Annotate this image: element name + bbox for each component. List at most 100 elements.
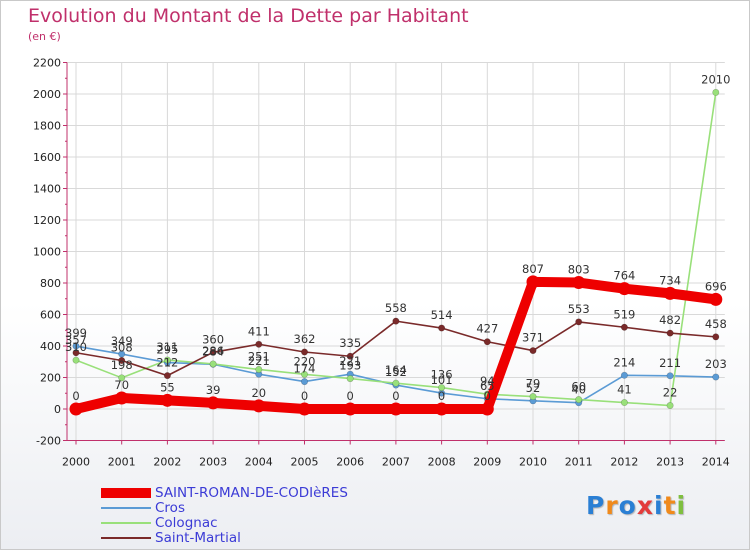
data-label-colognac: 41 bbox=[617, 383, 632, 397]
x-tick-label: 2014 bbox=[702, 456, 730, 469]
data-label-cros: 152 bbox=[385, 365, 407, 379]
data-label-cros: 295 bbox=[156, 343, 178, 357]
data-label-saint-martial: 308 bbox=[111, 340, 133, 354]
x-tick-labels: 2000 2001 2002 2003 2004 2005 2006 2007 2008 2009… bbox=[62, 456, 730, 469]
y-tick-label: 800 bbox=[40, 277, 61, 290]
data-point-saint-roman-de-codi-res bbox=[206, 396, 220, 410]
data-label-saint-martial: 553 bbox=[568, 302, 590, 316]
data-point-cros bbox=[666, 372, 674, 380]
data-point-saint-roman-de-codi-res bbox=[69, 402, 83, 416]
logo-letter: o bbox=[618, 491, 637, 520]
logo-letter: i bbox=[676, 491, 687, 520]
y-tick-labels: -200 0 200 400 600 800 1000 1200 1400 1600 1800 200… bbox=[33, 57, 61, 448]
data-point-saint-roman-de-codi-res bbox=[343, 402, 357, 416]
y-tick-label: 2000 bbox=[33, 88, 61, 101]
series-lines bbox=[69, 88, 723, 416]
chart-title: Evolution du Montant de la Dette par Hab… bbox=[28, 5, 469, 27]
data-point-saint-roman-de-codi-res bbox=[480, 402, 494, 416]
data-label-saint-roman-de-codi-res: 55 bbox=[160, 380, 175, 394]
data-point-saint-martial bbox=[72, 349, 80, 357]
data-label-cros: 174 bbox=[294, 362, 316, 376]
data-label-saint-roman-de-codi-res: 0 bbox=[72, 389, 79, 403]
data-label-colognac: 198 bbox=[111, 358, 133, 372]
y-tick-label: 400 bbox=[40, 340, 61, 353]
data-label-saint-martial: 335 bbox=[339, 336, 361, 350]
data-label-saint-roman-de-codi-res: 0 bbox=[484, 389, 491, 403]
data-point-saint-roman-de-codi-res bbox=[572, 276, 586, 290]
data-point-saint-roman-de-codi-res bbox=[526, 275, 540, 289]
data-point-saint-martial bbox=[483, 338, 491, 346]
axes bbox=[63, 62, 725, 445]
data-label-colognac: 251 bbox=[248, 349, 270, 363]
x-tick-label: 2003 bbox=[199, 456, 227, 469]
data-label-cros: 52 bbox=[526, 381, 541, 395]
x-tick-label: 2000 bbox=[62, 456, 90, 469]
y-tick-label: 2200 bbox=[33, 57, 61, 70]
data-label-saint-martial: 362 bbox=[294, 332, 316, 346]
data-point-saint-roman-de-codi-res bbox=[389, 402, 403, 416]
data-point-colognac bbox=[392, 379, 400, 387]
data-point-colognac bbox=[300, 370, 308, 378]
data-label-saint-roman-de-codi-res: 39 bbox=[206, 383, 221, 397]
y-tick-label: 1200 bbox=[33, 214, 61, 227]
data-label-saint-martial: 514 bbox=[431, 308, 453, 322]
data-label-saint-martial: 482 bbox=[659, 313, 681, 327]
proxiti-logo: Proxiti bbox=[586, 491, 686, 520]
data-label-cros: 40 bbox=[571, 383, 586, 397]
data-point-colognac bbox=[255, 365, 263, 373]
x-tick-label: 2004 bbox=[245, 456, 273, 469]
data-point-saint-roman-de-codi-res bbox=[298, 402, 311, 416]
data-label-colognac: 220 bbox=[294, 354, 316, 368]
data-point-colognac bbox=[209, 360, 217, 368]
x-tick-label: 2009 bbox=[473, 456, 501, 469]
data-point-saint-martial bbox=[300, 348, 308, 356]
data-label-cros: 221 bbox=[248, 354, 270, 368]
data-point-cros bbox=[118, 350, 126, 358]
data-label-colognac: 60 bbox=[571, 380, 586, 394]
x-tick-label: 2007 bbox=[382, 456, 410, 469]
data-label-saint-martial: 360 bbox=[202, 332, 224, 346]
y-tick-label: 1400 bbox=[33, 183, 61, 196]
legend-label: Colognac bbox=[155, 515, 218, 531]
data-label-saint-martial: 458 bbox=[705, 317, 727, 331]
y-tick-label: 0 bbox=[54, 403, 61, 416]
data-label-saint-martial: 427 bbox=[476, 322, 498, 336]
logo-letter: x bbox=[636, 491, 654, 520]
y-tick-label: 1800 bbox=[33, 120, 61, 133]
y-axis-unit-label: (en €) bbox=[28, 30, 61, 43]
data-label-colognac: 286 bbox=[202, 344, 224, 358]
data-label-colognac: 2010 bbox=[701, 72, 730, 86]
data-point-colognac bbox=[118, 374, 126, 382]
data-point-colognac bbox=[666, 402, 674, 410]
data-label-saint-martial: 519 bbox=[613, 307, 635, 321]
data-point-saint-martial bbox=[346, 352, 354, 360]
data-label-colognac: 193 bbox=[339, 359, 361, 373]
data-point-saint-martial bbox=[666, 329, 674, 337]
x-tick-label: 2010 bbox=[519, 456, 547, 469]
data-label-cros: 221 bbox=[339, 354, 361, 368]
y-tick-label: 1000 bbox=[33, 246, 61, 259]
data-point-saint-roman-de-codi-res bbox=[115, 391, 129, 405]
data-point-saint-martial bbox=[255, 340, 263, 348]
data-label-saint-roman-de-codi-res: 0 bbox=[347, 389, 354, 403]
data-label-saint-roman-de-codi-res: 807 bbox=[522, 262, 544, 276]
data-point-saint-martial bbox=[529, 347, 537, 355]
y-tick-label: -200 bbox=[36, 435, 61, 448]
legend-label: SAINT-ROMAN-DE-CODIèRES bbox=[155, 485, 348, 501]
legend-label: Cros bbox=[155, 500, 185, 516]
data-point-saint-roman-de-codi-res bbox=[617, 282, 631, 296]
data-label-colognac: 310 bbox=[65, 340, 87, 354]
logo-letter: r bbox=[605, 491, 619, 520]
data-label-colognac: 22 bbox=[663, 386, 678, 400]
data-point-saint-roman-de-codi-res bbox=[435, 402, 449, 416]
data-point-colognac bbox=[712, 88, 720, 96]
data-label-saint-roman-de-codi-res: 0 bbox=[438, 389, 445, 403]
data-label-saint-martial: 411 bbox=[248, 324, 270, 338]
data-label-cros: 203 bbox=[705, 357, 727, 371]
data-label-colognac: 164 bbox=[385, 363, 407, 377]
x-tick-label: 2002 bbox=[153, 456, 181, 469]
legend-swatch bbox=[101, 537, 151, 539]
data-point-colognac bbox=[575, 396, 583, 404]
data-label-saint-roman-de-codi-res: 696 bbox=[705, 279, 727, 293]
